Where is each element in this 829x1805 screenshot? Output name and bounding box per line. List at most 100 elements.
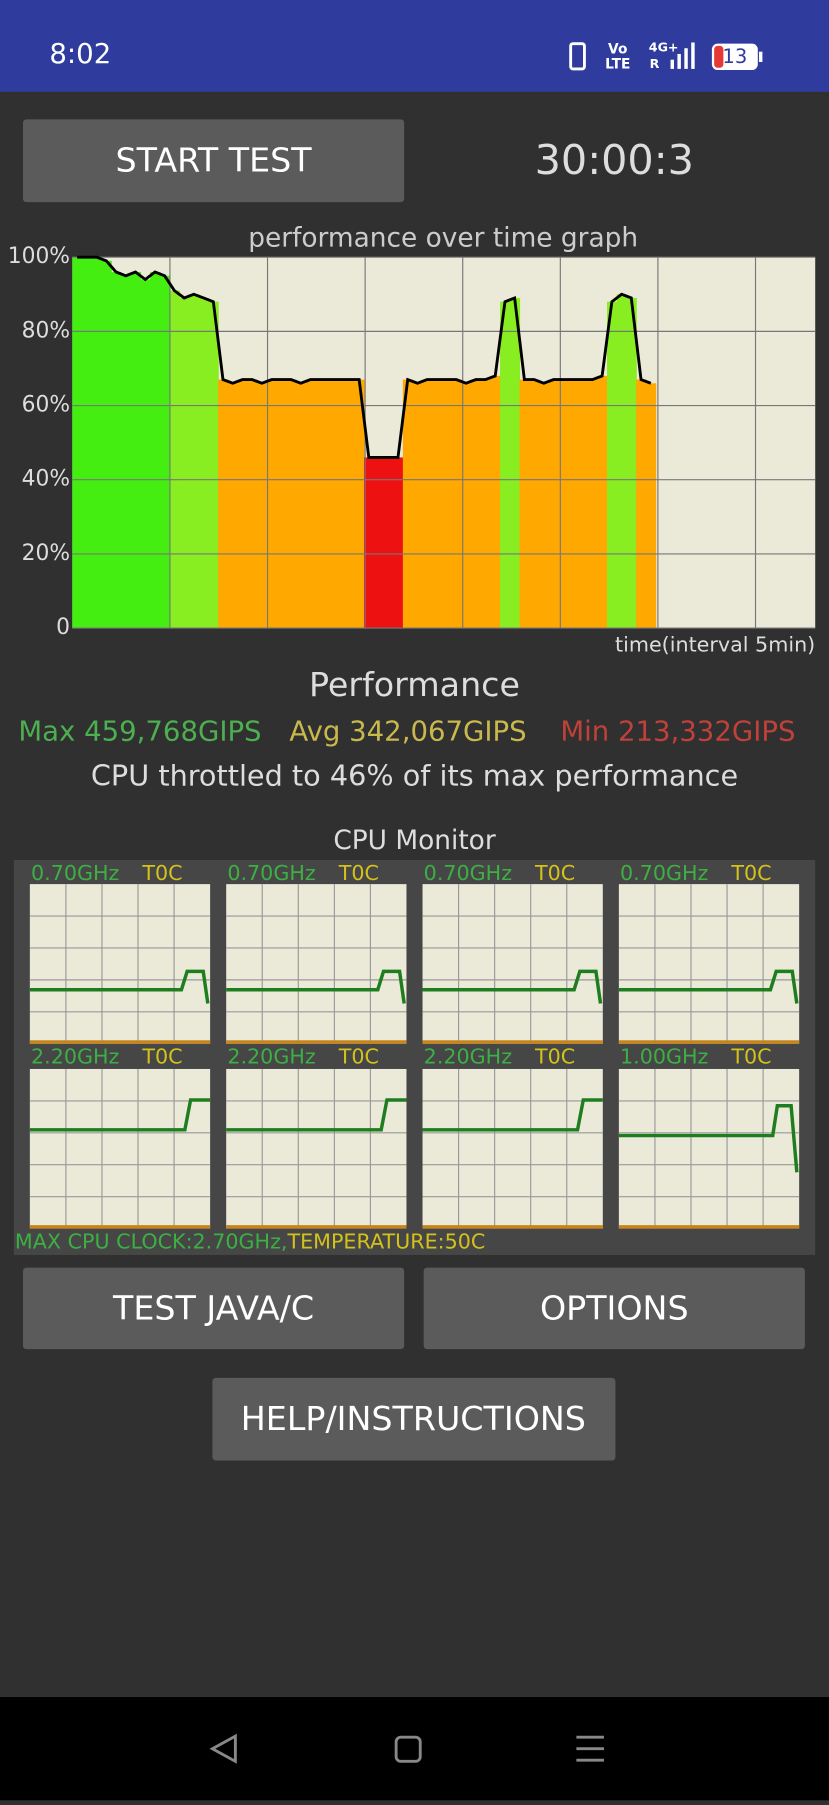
core-baseline [29, 1225, 211, 1229]
start-button-label[interactable]: START TEST [116, 140, 313, 179]
back-button[interactable] [209, 1733, 237, 1764]
options-button[interactable] [423, 1267, 805, 1350]
test-button-label[interactable]: TEST JAVA/C [112, 1289, 314, 1328]
test-button[interactable] [22, 1267, 405, 1350]
core-temperature: T0C [730, 1044, 771, 1068]
performance-bar [626, 297, 637, 629]
performance-bar [130, 272, 141, 629]
performance-bar [607, 301, 618, 629]
performance-bar [72, 257, 83, 629]
network-bottom: R [650, 56, 660, 71]
core-baseline [226, 1225, 407, 1229]
temperature: TEMPERATURE:50C [286, 1229, 485, 1253]
performance-bar [208, 301, 219, 629]
y-tick-label: 20% [22, 541, 70, 566]
performance-bar [363, 457, 375, 629]
performance-bar [422, 379, 433, 629]
performance-bar [276, 379, 287, 629]
core-trace [422, 1098, 603, 1132]
performance-bar [237, 379, 248, 629]
y-tick-label: 0 [56, 615, 70, 640]
performance-bar [568, 379, 579, 629]
core-trace [618, 969, 799, 1004]
y-tick-label: 40% [22, 467, 70, 492]
performance-bar [247, 379, 258, 629]
core-frequency: 2.20GHz [424, 1044, 512, 1068]
plot: 0 20% 40% 60% 80% 100% [8, 244, 816, 640]
performance-bar [500, 301, 511, 629]
core-graph [618, 884, 800, 1044]
options-button-label[interactable]: OPTIONS [540, 1289, 689, 1328]
performance-bar [286, 379, 297, 629]
core-baseline [422, 1225, 603, 1229]
performance-bar [577, 379, 589, 629]
performance-bar [354, 379, 365, 629]
performance-bar [432, 379, 443, 629]
performance-bar [597, 375, 608, 629]
avg-performance: Avg 342,067GIPS [289, 716, 526, 748]
throttle-text: CPU throttled to 46% of its max performa… [91, 758, 738, 792]
performance-bar [159, 275, 171, 629]
performance-bar [344, 379, 355, 629]
x-axis-label: time(interval 5min) [615, 632, 815, 656]
core-temperature: T0C [141, 1044, 182, 1068]
performance-bar [305, 379, 316, 629]
cpu-monitor-footer: MAX CPU CLOCK:2.70GHz,TEMPERATURE:50C [15, 1229, 485, 1253]
performance-bar [373, 457, 384, 629]
home-button[interactable] [394, 1735, 422, 1763]
core-graph [226, 1068, 407, 1229]
core-trace [422, 969, 603, 1004]
core-frequency: 0.70GHz [424, 861, 512, 885]
performance-bar [218, 379, 229, 629]
core-trace [29, 969, 210, 1004]
core-baseline [422, 1040, 603, 1044]
help-button-label[interactable]: HELP/INSTRUCTIONS [241, 1399, 586, 1438]
performance-bar [587, 379, 598, 629]
performance-bar [538, 383, 550, 629]
performance-bar [179, 297, 190, 629]
core-graph [422, 884, 603, 1044]
performance-bar [393, 457, 404, 629]
performance-bar [150, 272, 161, 629]
y-tick-label: 80% [22, 318, 70, 343]
core-baseline [226, 1040, 407, 1044]
start-button[interactable] [22, 119, 405, 203]
core-trace [226, 969, 406, 1004]
min-performance: Min 213,332GIPS [560, 716, 795, 748]
performance-bar [383, 457, 394, 629]
performance-bar [82, 257, 93, 629]
performance-bar [325, 379, 336, 629]
performance-bar [266, 379, 278, 629]
core-frequency: 2.20GHz [31, 1044, 119, 1068]
core-graph [29, 884, 211, 1044]
core-frequency: 0.70GHz [620, 861, 708, 885]
core-graph [29, 1068, 211, 1229]
nav-bar [0, 1697, 829, 1801]
performance-bar [490, 375, 501, 629]
battery-text: 13 [722, 45, 747, 68]
performance-bar [461, 383, 472, 629]
core-trace [226, 1098, 407, 1132]
menu-button[interactable] [576, 1735, 604, 1762]
core-graph [226, 884, 407, 1044]
performance-bar [140, 279, 151, 629]
core-graph [618, 1068, 800, 1229]
core-baseline [29, 1040, 211, 1044]
performance-bar [188, 294, 200, 629]
core-frequency: 2.20GHz [227, 1044, 315, 1068]
core-baseline [618, 1040, 800, 1044]
core-frequency: 0.70GHz [227, 861, 315, 885]
cpu-monitor-title: CPU Monitor [333, 825, 496, 856]
performance-bar [519, 379, 530, 629]
help-button[interactable] [212, 1377, 616, 1461]
performance-bar [315, 379, 326, 629]
battery-tip [758, 51, 763, 63]
performance-bar [334, 379, 346, 629]
cores: 0.70GHz T0C 0.70GHz T0C 0.70GHz T0C 0.70GHz T0C… [29, 861, 800, 1229]
volte-bottom: LTE [605, 56, 630, 72]
core-frequency: 1.00GHz [620, 1044, 708, 1068]
performance-bar [558, 379, 569, 629]
vibrate-icon [569, 42, 586, 71]
